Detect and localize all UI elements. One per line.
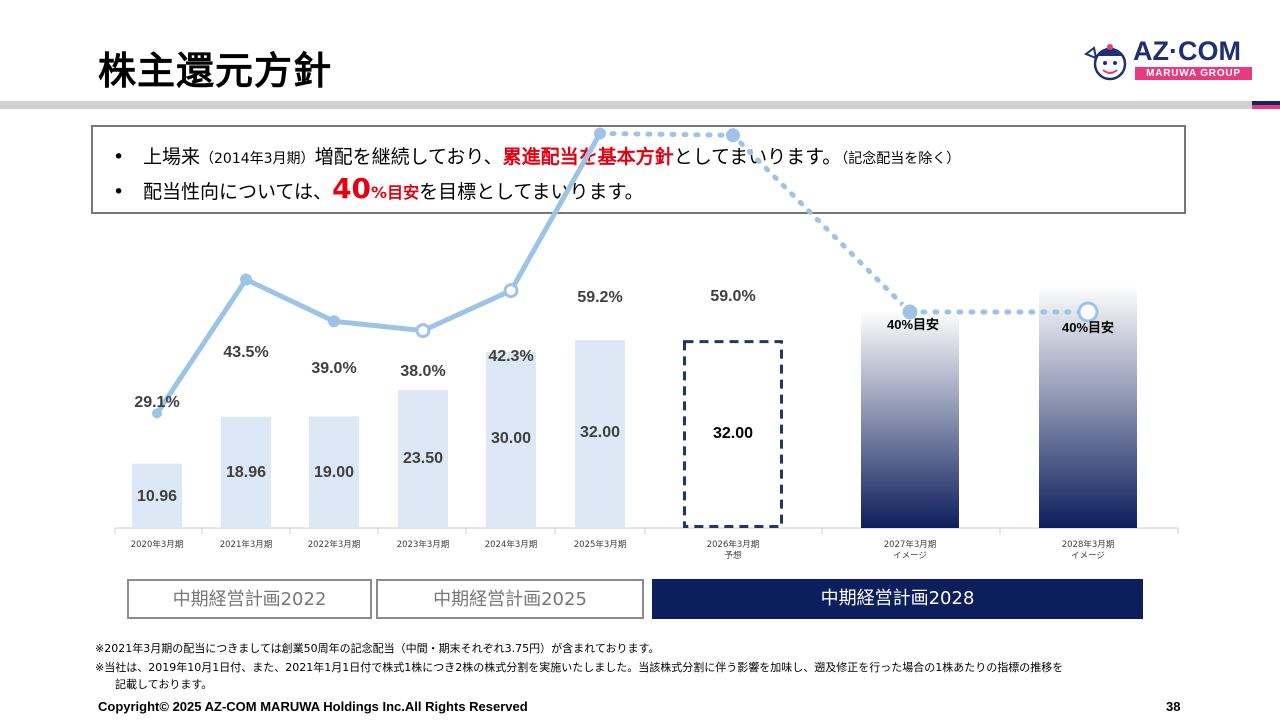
- policy-highlight: %目安: [371, 183, 420, 202]
- policy-text: を目標としてまいります。: [419, 181, 644, 203]
- payout-marker: [594, 127, 606, 140]
- payout-label: 42.3%: [488, 348, 533, 365]
- category-label: 2027年3月期: [884, 539, 937, 550]
- payout-marker: [240, 273, 252, 286]
- payout-marker: [503, 283, 519, 299]
- dividend-label: 23.50: [403, 450, 443, 467]
- category-label: 2022年3月期: [308, 539, 361, 550]
- page-number: 38: [1166, 699, 1181, 714]
- payout-line-projection: [597, 130, 1091, 315]
- policy-text: 上場来: [143, 146, 201, 168]
- payout-label: 39.0%: [311, 360, 356, 377]
- copyright: Copyright© 2025 AZ-COM MARUWA Holdings I…: [98, 699, 528, 714]
- dividend-bar: [132, 463, 182, 528]
- dividend-bar-image: [861, 310, 959, 528]
- policy-text: （記念配当を除く）: [841, 151, 961, 167]
- category-sublabel: イメージ: [1071, 551, 1105, 561]
- category-label: 2025年3月期: [574, 539, 627, 550]
- payout-marker: [1077, 301, 1099, 323]
- footnote-2: ※当社は、2019年10月1日付、また、2021年1月1日付で株式1株につき2株…: [95, 661, 1064, 674]
- dividend-label: 10.96: [137, 488, 177, 505]
- payout-label: 59.2%: [577, 289, 622, 306]
- policy-text: としてまいります。: [673, 146, 842, 168]
- policy-text: （2014年3月期）: [200, 151, 315, 167]
- logo-subtext: MARUWA GROUP: [1135, 67, 1252, 80]
- payout-line-actual: [154, 132, 603, 415]
- dividend-label: 32.00: [713, 425, 753, 442]
- payout-label: 40%目安: [1062, 320, 1114, 335]
- category-sublabel: イメージ: [893, 551, 927, 561]
- footnote-2-cont: 記載しております。: [115, 678, 213, 691]
- category-label: 2028年3月期: [1062, 539, 1115, 550]
- policy-box: [91, 125, 1186, 214]
- policy-bullet-2: • 配当性向については、40%目安を目標としてまいります。: [113, 172, 644, 205]
- payout-label: 29.1%: [134, 394, 179, 411]
- dividend-bar-image: [1039, 285, 1137, 528]
- dividend-label: 18.96: [226, 464, 266, 481]
- plan-2028: 中期経営計画2028: [652, 579, 1143, 619]
- dividend-label: 19.00: [314, 464, 354, 481]
- dividend-bar: [486, 351, 536, 528]
- dividend-bar: [398, 390, 448, 528]
- payout-label: 43.5%: [223, 344, 268, 361]
- category-label: 2026年3月期: [707, 539, 760, 550]
- dividend-bar: [221, 416, 271, 528]
- header-accent-pink: [1252, 105, 1280, 109]
- dividend-bar-forecast: [683, 340, 783, 528]
- mascot-icon: [1083, 44, 1127, 81]
- payout-marker: [328, 315, 340, 328]
- plan-2022: 中期経営計画2022: [127, 579, 372, 619]
- plan-2025: 中期経営計画2025: [376, 579, 644, 619]
- payout-label: 38.0%: [400, 363, 445, 380]
- dividend-bar: [575, 340, 625, 528]
- category-label: 2024年3月期: [485, 539, 538, 550]
- bullet-icon: •: [113, 181, 125, 203]
- dividend-label: 32.00: [580, 424, 620, 441]
- category-label: 2020年3月期: [131, 539, 184, 550]
- bullet-icon: •: [113, 146, 125, 168]
- policy-text: 増配を継続しており、: [314, 146, 503, 168]
- payout-marker: [152, 408, 162, 419]
- payout-marker: [899, 301, 921, 323]
- dividend-bar: [309, 416, 359, 528]
- logo-text: AZ·COM: [1133, 36, 1241, 66]
- policy-bullet-1: • 上場来（2014年3月期）増配を継続しており、累進配当を基本方針としてまいりま…: [113, 142, 960, 169]
- dividend-chart: 29.1% 43.5% 39.0% 38.0% 42.3% 59.2% 59.0% 40%目安…: [114, 127, 1179, 561]
- page-title: 株主還元方針: [98, 49, 333, 93]
- header-divider: [0, 101, 1252, 109]
- payout-label: 40%目安: [887, 317, 939, 332]
- category-label: 2021年3月期: [220, 539, 273, 550]
- category-label: 2023年3月期: [397, 539, 450, 550]
- dividend-label: 30.00: [491, 430, 531, 447]
- payout-marker: [726, 128, 740, 143]
- company-logo: AZ·COM MARUWA GROUP: [1080, 36, 1260, 84]
- policy-text: 配当性向については、: [143, 181, 333, 203]
- header-accent-navy: [1252, 101, 1280, 105]
- payout-label: 59.0%: [710, 288, 755, 305]
- category-sublabel: 予想: [724, 550, 742, 561]
- payout-marker: [415, 323, 431, 339]
- footnote-1: ※2021年3月期の配当につきましては創業50周年の記念配当（中間・期末それぞれ…: [95, 642, 660, 655]
- policy-highlight-number: 40: [332, 172, 372, 205]
